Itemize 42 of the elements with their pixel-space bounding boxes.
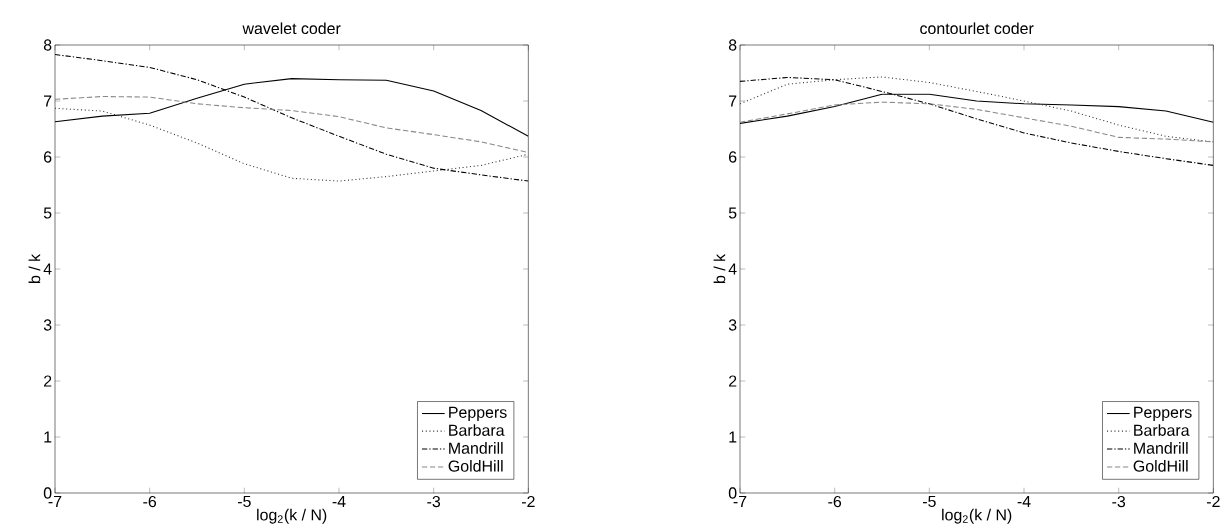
y-tick-label: 1 — [44, 431, 52, 443]
chart-title: contourlet coder — [920, 22, 1034, 35]
x-tick-label: -5 — [922, 495, 936, 508]
y-tick-label: 8 — [728, 39, 737, 51]
legend-label: GoldHill — [448, 460, 503, 472]
x-tick-label: -6 — [143, 495, 157, 508]
y-tick-label: 3 — [728, 319, 737, 331]
legend-label: Mandrill — [449, 442, 503, 454]
y-tick-label: 2 — [44, 375, 52, 387]
x-tick-label: -5 — [237, 495, 251, 508]
x-axis-title: log$_{2}$(k / N) — [942, 508, 1012, 524]
legend-label: Peppers — [449, 406, 507, 422]
y-tick-label: 5 — [43, 207, 52, 219]
y-axis-title: b / k — [28, 253, 41, 284]
y-tick-label: 8 — [43, 39, 52, 51]
x-tick-label: -2 — [1206, 495, 1220, 508]
legend-label: Barbara — [449, 424, 505, 436]
legend-label: Peppers — [1134, 406, 1192, 422]
legend-label: Mandrill — [1134, 442, 1188, 454]
y-tick-label: 1 — [729, 431, 737, 443]
x-tick-label: -3 — [1112, 495, 1126, 508]
x-tick-label: -3 — [427, 495, 441, 508]
x-tick-label: -4 — [1017, 495, 1031, 507]
y-tick-label: 6 — [44, 151, 52, 163]
x-tick-label: -2 — [521, 495, 535, 508]
y-tick-label: 6 — [729, 151, 737, 163]
y-tick-label: 7 — [44, 95, 52, 107]
legend-label: GoldHill — [1133, 460, 1188, 472]
line-series — [55, 95, 529, 154]
x-axis-title: log$_{2}$(k / N) — [257, 508, 327, 524]
chart-title: wavelet coder — [242, 22, 341, 35]
y-tick-label: 4 — [43, 263, 52, 275]
y-tick-label: 2 — [729, 375, 737, 387]
y-axis-title: b / k — [713, 253, 726, 284]
x-tick-label: -4 — [332, 495, 346, 507]
y-tick-label: 3 — [43, 319, 52, 331]
y-tick-label: 4 — [728, 263, 737, 275]
line-series — [740, 101, 1214, 143]
legend-label: Barbara — [1134, 424, 1190, 436]
y-tick-label: 5 — [728, 207, 737, 219]
y-tick-label: 7 — [729, 95, 737, 107]
x-tick-label: -6 — [828, 495, 842, 508]
